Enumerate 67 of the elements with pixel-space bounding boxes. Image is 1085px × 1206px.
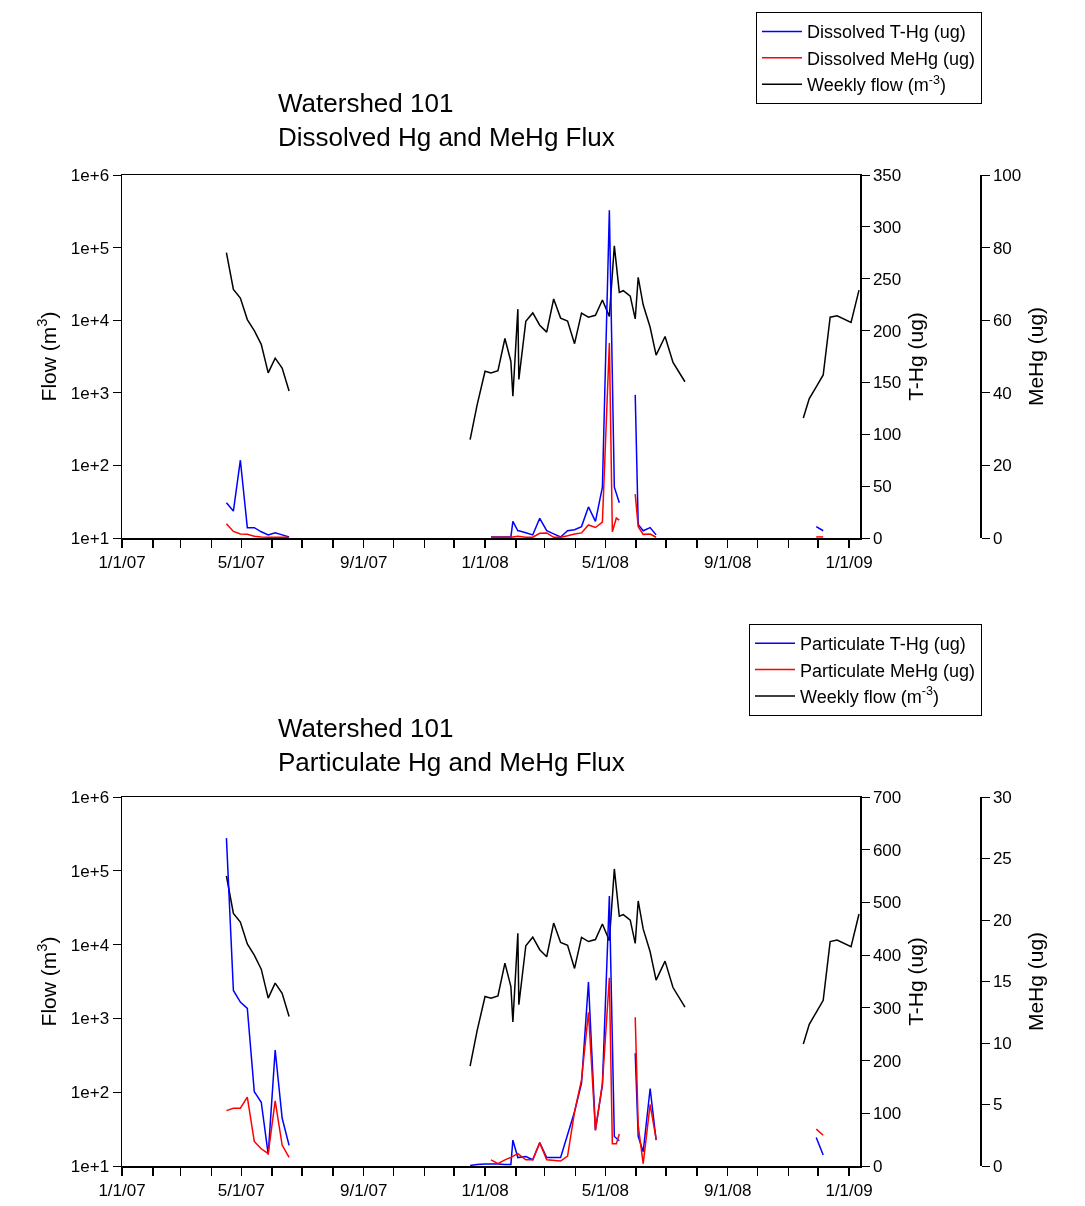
x-tick-label: 5/1/07 [217, 1180, 265, 1200]
x-tick-label: 5/1/07 [217, 552, 265, 572]
y2-tick-label: 300 [872, 998, 902, 1018]
x-tick-label: 1/1/07 [98, 1180, 146, 1200]
y-tick-label: 1e+6 [70, 165, 110, 185]
y-tick-label: 1e+3 [70, 383, 110, 403]
y3-axis-title: MeHg (ug) [1024, 306, 1047, 407]
y2-axis-title: T-Hg (ug) [904, 312, 927, 401]
y-tick-label: 1e+4 [70, 935, 110, 955]
chart-title: Watershed 101 Particulate Hg and MeHg Flux [278, 713, 625, 777]
x-tick-label: 1/1/09 [825, 552, 873, 572]
x-tick-label: 9/1/08 [704, 1180, 752, 1200]
y3-tick-label: 20 [992, 456, 1012, 476]
legend-label: Dissolved MeHg (ug) [807, 48, 976, 69]
x-tick-label: 1/1/08 [461, 1180, 509, 1200]
y3-tick-label: 20 [992, 910, 1012, 930]
x-tick-label: 5/1/08 [581, 1180, 630, 1200]
y-tick-label: 1e+5 [70, 238, 110, 258]
y3-tick-label: 10 [992, 1033, 1012, 1053]
y3-tick-label: 80 [992, 238, 1012, 258]
y2-tick-label: 0 [872, 1156, 883, 1176]
y-tick-label: 1e+5 [70, 861, 110, 881]
y2-tick-label: 200 [872, 321, 902, 341]
y-tick-label: 1e+2 [70, 456, 110, 476]
y-tick-label: 1e+4 [70, 311, 110, 331]
legend-label: Weekly flow (m$^{-3}$) [807, 72, 946, 96]
x-tick-label: 9/1/07 [340, 1180, 388, 1200]
y2-tick-label: 500 [872, 893, 902, 913]
y2-tick-label: 200 [872, 1051, 902, 1071]
y3-tick-label: 30 [992, 787, 1012, 807]
y2-tick-label: 150 [872, 373, 902, 393]
y2-tick-label: 350 [872, 165, 902, 185]
y2-tick-label: 100 [872, 1104, 902, 1124]
y2-axis-title: T-Hg (ug) [904, 937, 927, 1026]
y2-tick-label: 600 [872, 840, 902, 860]
chart-title: Watershed 101 Dissolved Hg and MeHg Flux [278, 88, 615, 152]
x-tick-label: 5/1/08 [581, 552, 630, 572]
y3-tick-label: 100 [992, 165, 1022, 185]
y2-tick-label: 100 [872, 425, 902, 445]
y3-tick-label: 25 [992, 849, 1012, 869]
legend-label: Particulate MeHg (ug) [800, 660, 976, 681]
legend-label: Particulate T-Hg (ug) [800, 634, 966, 655]
y3-tick-label: 0 [992, 528, 1003, 548]
legend-label: Dissolved T-Hg (ug) [807, 22, 966, 43]
x-tick-label: 1/1/08 [461, 552, 509, 572]
y3-tick-label: 15 [992, 972, 1012, 992]
x-tick-label: 9/1/07 [340, 552, 388, 572]
y-tick-label: 1e+3 [70, 1009, 110, 1029]
x-tick-label: 1/1/09 [825, 1180, 873, 1200]
y2-tick-label: 0 [872, 528, 883, 548]
y2-tick-label: 700 [872, 787, 902, 807]
y2-tick-label: 250 [872, 269, 902, 289]
y3-tick-label: 5 [992, 1095, 1003, 1115]
legend-label: Weekly flow (m$^{-3}$) [800, 684, 939, 708]
x-tick-label: 1/1/07 [98, 552, 146, 572]
y-tick-label: 1e+6 [70, 787, 110, 807]
y2-tick-label: 50 [872, 477, 892, 497]
y3-tick-label: 40 [992, 383, 1012, 403]
y-tick-label: 1e+1 [70, 1156, 110, 1176]
y-tick-label: 1e+2 [70, 1083, 110, 1103]
y3-tick-label: 60 [992, 311, 1012, 331]
x-tick-label: 9/1/08 [704, 552, 752, 572]
y2-tick-label: 400 [872, 946, 902, 966]
y3-tick-label: 0 [992, 1156, 1003, 1176]
y-tick-label: 1e+1 [70, 528, 110, 548]
y2-tick-label: 300 [872, 217, 902, 237]
y3-axis-title: MeHg (ug) [1024, 931, 1047, 1032]
